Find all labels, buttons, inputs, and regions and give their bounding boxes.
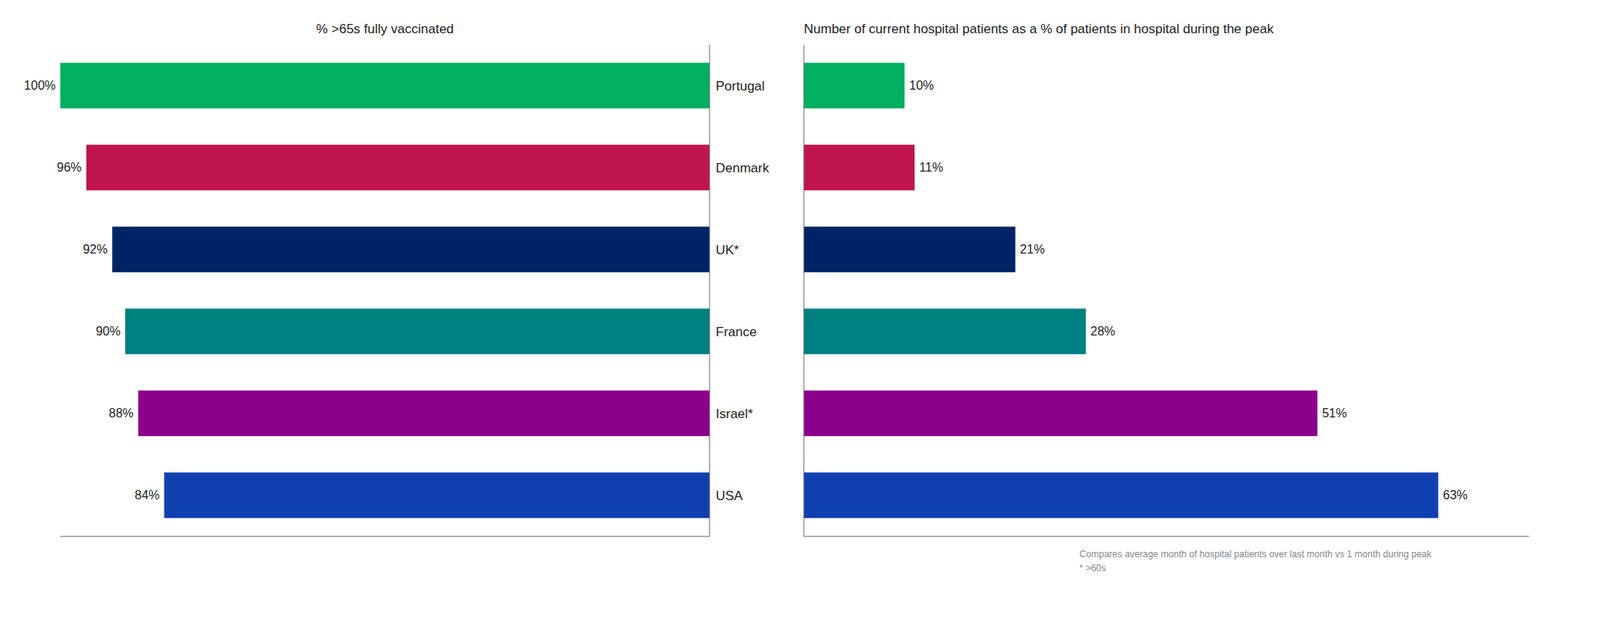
svg-text:88%: 88%	[108, 406, 134, 420]
svg-text:Israel*: Israel*	[715, 406, 754, 422]
svg-text:51%: 51%	[1321, 406, 1347, 420]
svg-text:Denmark: Denmark	[715, 160, 770, 176]
svg-text:84%: 84%	[134, 488, 160, 502]
html-text:* >60s: * >60s	[1079, 562, 1106, 574]
svg-text:France: France	[715, 324, 757, 340]
svg-text:10%: 10%	[908, 78, 934, 92]
svg-text:90%: 90%	[95, 324, 121, 338]
svg-text:63%: 63%	[1443, 488, 1468, 502]
svg-text:USA: USA	[715, 488, 744, 504]
svg-text:UK*: UK*	[715, 242, 740, 258]
svg-text:100%: 100%	[23, 78, 56, 92]
svg-text:11%: 11%	[919, 160, 943, 174]
html-text:% >65s fully vaccinated: % >65s fully vaccinated	[316, 21, 454, 37]
svg-text:96%: 96%	[57, 160, 82, 174]
html-text:Compares average month of hosp: Compares average month of hospital patie…	[1079, 548, 1432, 560]
svg-text:92%: 92%	[82, 242, 108, 256]
svg-text:21%: 21%	[1020, 242, 1046, 256]
html-text:Number of current hospital pat: Number of current hospital patients as a…	[803, 21, 1274, 37]
svg-text:Portugal: Portugal	[715, 78, 765, 94]
svg-text:28%: 28%	[1090, 324, 1116, 338]
